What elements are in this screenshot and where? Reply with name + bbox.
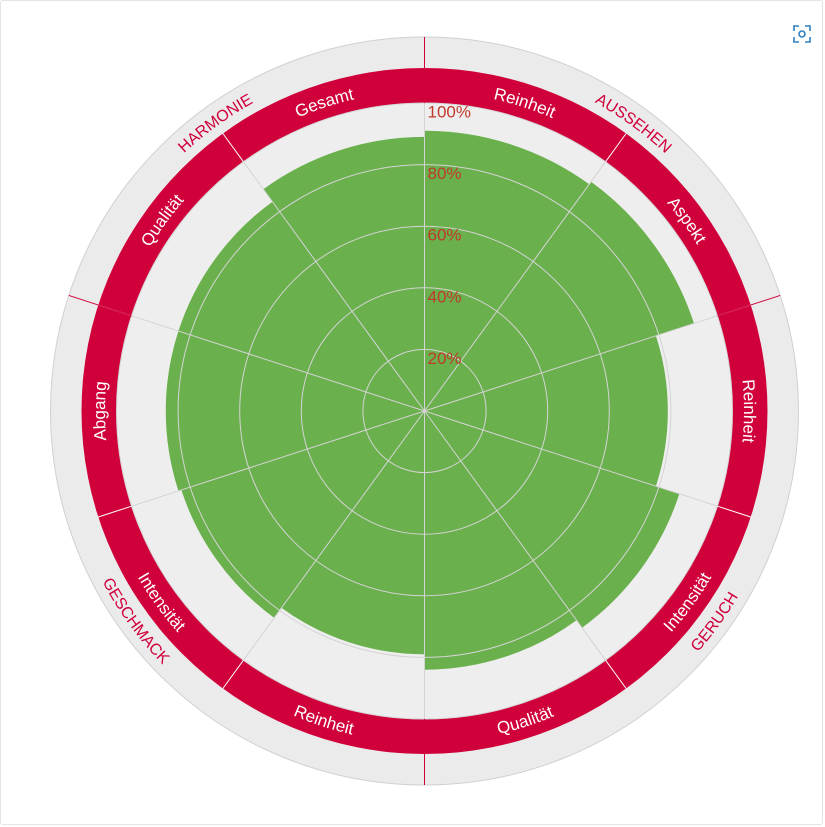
focus-icon [793,25,811,43]
band-separator [717,505,751,518]
spoke-line [424,410,606,661]
group-boundary [717,294,781,317]
radial-tick-label: 20% [428,349,462,368]
spoke-line [243,410,425,661]
spoke-line [131,410,425,507]
radial-tick-label: 40% [428,287,462,306]
spoke-line [424,410,718,507]
bar-8[interactable] [165,331,425,491]
focus-button[interactable] [789,21,815,47]
grid-layer [68,37,781,785]
radial-tick-label: 100% [428,102,471,121]
spoke-line [243,161,425,412]
bar-6[interactable] [281,411,425,655]
radial-tick-label: 80% [428,164,462,183]
bar-4[interactable] [424,411,680,628]
radial-tick-label: 60% [428,226,462,245]
spoke-line [424,161,606,412]
radial-tick-labels: 20% 40% 60% 80% 100% [428,102,471,367]
spoke-line [424,315,718,412]
bar-1[interactable] [424,130,590,411]
bar-5[interactable] [424,411,577,670]
bar-10[interactable] [263,136,425,411]
bar-3[interactable] [424,335,668,487]
bars-layer [165,130,694,670]
category-label: Abgang [90,381,110,442]
band-separator [222,133,244,163]
band-separator [222,659,244,689]
spoke-line [131,315,425,412]
bar-2[interactable] [424,181,694,411]
bar-9[interactable] [178,201,425,411]
band-separator [98,505,132,518]
bar-7[interactable] [181,411,425,618]
category-label: Reinheit [738,379,759,444]
band-separator [605,659,627,689]
band-separator [605,133,627,163]
group-boundary [68,294,132,317]
